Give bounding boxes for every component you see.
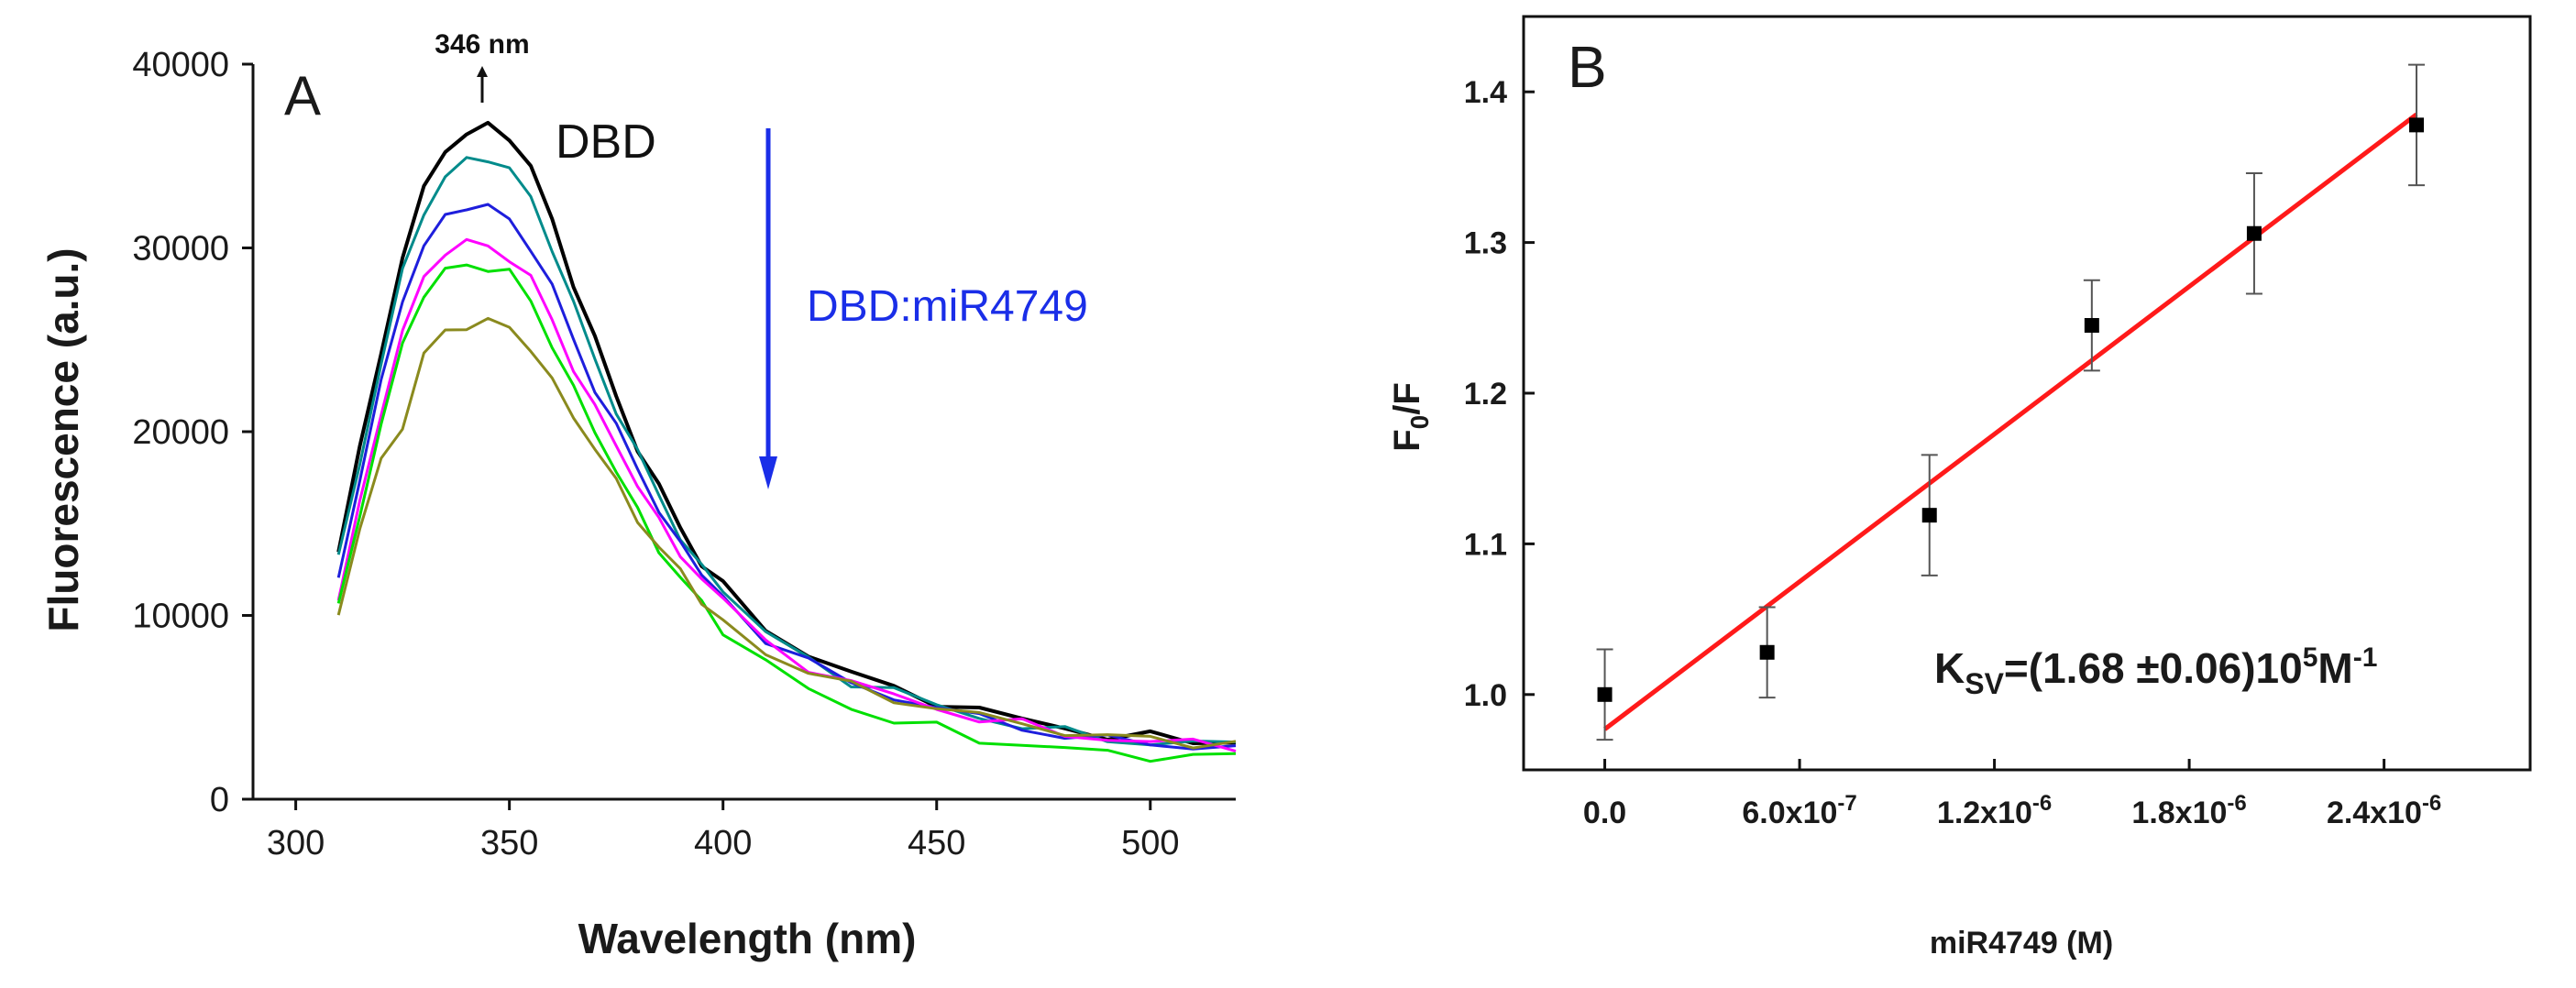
data-point bbox=[1921, 454, 1938, 576]
panel-b-x-tick-label: 0.0 bbox=[1583, 796, 1626, 830]
panel-a-x-axis-title: Wavelength (nm) bbox=[578, 915, 917, 962]
panel-b-y-tick-label: 1.4 bbox=[1464, 75, 1507, 110]
data-point bbox=[1596, 648, 1613, 741]
point-marker bbox=[2409, 117, 2425, 133]
panel-a-x-tick-label: 500 bbox=[1121, 824, 1179, 862]
point-marker bbox=[1597, 686, 1613, 702]
panel-a: A 300 350 400 450 500 0 10000 20000 30000 40000 W… bbox=[39, 29, 1237, 962]
panel-b-y-tick-label: 1.1 bbox=[1464, 527, 1507, 562]
peak-wavelength-label: 346 nm bbox=[435, 29, 529, 60]
peak-marker-arrow bbox=[477, 66, 488, 103]
panel-b-label: B bbox=[1568, 34, 1607, 100]
ksv-value: =(1.68 ±0.06)10 bbox=[2004, 644, 2303, 692]
panel-a-y-axis-title: Fluorescence (a.u.) bbox=[39, 247, 87, 631]
panel-a-y-tick-label: 10000 bbox=[132, 598, 229, 636]
y-title-f: F bbox=[1387, 429, 1427, 451]
titration-label: DBD:miR4749 bbox=[807, 282, 1088, 331]
panel-b-x-tick-label: 1.2x10-6 bbox=[1937, 791, 2052, 830]
data-point bbox=[2083, 279, 2100, 372]
series-line-titration-3 bbox=[336, 237, 1237, 753]
panel-b-x-tick-label: 6.0x10-7 bbox=[1742, 791, 1856, 830]
y-title-sub: 0 bbox=[1405, 415, 1434, 430]
point-marker bbox=[2084, 318, 2099, 334]
ksv-exp1: 5 bbox=[2303, 642, 2318, 673]
panel-a-y-tick-label: 30000 bbox=[132, 230, 229, 269]
panel-a-series bbox=[336, 120, 1237, 763]
panel-b-x-axis-title: miR4749 (M) bbox=[1930, 926, 2113, 961]
data-point bbox=[1758, 606, 1776, 699]
point-marker bbox=[1759, 644, 1775, 660]
panel-a-x-tick-label: 450 bbox=[908, 824, 965, 862]
panel-b-y-tick-label: 1.0 bbox=[1464, 678, 1507, 713]
ksv-exp2: -1 bbox=[2353, 642, 2378, 673]
data-point bbox=[2408, 63, 2426, 187]
data-point bbox=[2245, 171, 2262, 295]
point-marker bbox=[2246, 225, 2262, 241]
point-marker bbox=[1921, 508, 1937, 523]
series-line-titration-4 bbox=[336, 263, 1237, 763]
panel-b-y-axis-title: F0/F bbox=[1387, 382, 1434, 452]
panel-b-points bbox=[1596, 63, 2426, 741]
dbd-label: DBD bbox=[556, 115, 656, 169]
panel-b-x-tick-label: 1.8x10-6 bbox=[2131, 791, 2246, 830]
ksv-unit: M bbox=[2317, 644, 2352, 692]
linear-fit-line bbox=[1603, 112, 2418, 731]
panel-a-x-tick-label: 350 bbox=[480, 824, 538, 862]
titration-arrow bbox=[759, 128, 777, 489]
panel-a-y-tick-label: 20000 bbox=[132, 413, 229, 452]
ksv-sub: SV bbox=[1965, 667, 2004, 700]
panel-a-axes: 300 350 400 450 500 0 10000 20000 30000 40000 bbox=[132, 46, 1236, 862]
stern-volmer-constant: KSV=(1.68 ±0.06)105M-1 bbox=[1934, 642, 2377, 700]
panel-b-axes: 0.0 6.0x10-7 1.2x10-6 1.8x10-6 2.4x10-6 1.0 1.… bbox=[1464, 15, 2532, 830]
panel-b-y-tick-label: 1.2 bbox=[1464, 377, 1507, 412]
panel-b-fit bbox=[1603, 112, 2418, 731]
series-line-titration-2 bbox=[336, 203, 1237, 751]
panel-a-y-tick-label: 40000 bbox=[132, 46, 229, 84]
panel-b-x-tick-label: 2.4x10-6 bbox=[2327, 791, 2441, 830]
ksv-k: K bbox=[1934, 644, 1965, 692]
panel-a-y-tick-label: 0 bbox=[210, 781, 229, 819]
y-title-tail: /F bbox=[1387, 382, 1427, 415]
panel-b-y-tick-label: 1.3 bbox=[1464, 226, 1507, 261]
panel-b: B 0.0 6.0x10-7 1.2x10-6 1.8x10-6 2.4x10-6 1.0… bbox=[1387, 15, 2532, 961]
series-line-titration-1 bbox=[336, 156, 1237, 747]
series-line-titration-5 bbox=[336, 316, 1237, 750]
panel-a-x-tick-label: 400 bbox=[694, 824, 752, 862]
panel-a-label: A bbox=[284, 65, 321, 126]
panel-a-x-tick-label: 300 bbox=[267, 824, 325, 862]
